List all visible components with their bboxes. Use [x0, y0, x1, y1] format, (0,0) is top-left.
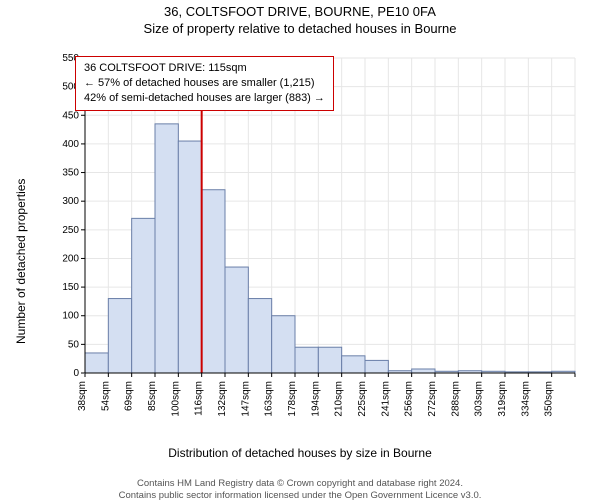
footer-line1: Contains HM Land Registry data © Crown c…: [0, 478, 600, 490]
footer-attribution: Contains HM Land Registry data © Crown c…: [0, 478, 600, 502]
svg-text:256sqm: 256sqm: [404, 381, 415, 417]
chart-subtitle: Size of property relative to detached ho…: [0, 21, 600, 36]
svg-text:225sqm: 225sqm: [357, 381, 368, 417]
svg-text:334sqm: 334sqm: [520, 381, 531, 417]
svg-text:288sqm: 288sqm: [450, 381, 461, 417]
annotation-box: 36 COLTSFOOT DRIVE: 115sqm ← 57% of deta…: [75, 56, 334, 111]
svg-text:147sqm: 147sqm: [240, 381, 251, 417]
annotation-line1: 36 COLTSFOOT DRIVE: 115sqm: [84, 61, 325, 76]
svg-text:450: 450: [62, 110, 79, 121]
annotation-line3: 42% of semi-detached houses are larger (…: [84, 91, 325, 106]
svg-text:319sqm: 319sqm: [497, 381, 508, 417]
y-axis-label: Number of detached properties: [14, 179, 28, 344]
svg-text:210sqm: 210sqm: [334, 381, 345, 417]
svg-text:132sqm: 132sqm: [217, 381, 228, 417]
svg-text:50: 50: [68, 339, 80, 350]
svg-text:241sqm: 241sqm: [380, 381, 391, 417]
svg-text:250: 250: [62, 225, 79, 236]
svg-text:69sqm: 69sqm: [124, 381, 135, 411]
footer-line2: Contains public sector information licen…: [0, 490, 600, 502]
svg-text:0: 0: [73, 368, 79, 379]
svg-text:116sqm: 116sqm: [194, 381, 205, 416]
svg-text:350sqm: 350sqm: [544, 381, 555, 417]
svg-text:38sqm: 38sqm: [77, 381, 88, 411]
chart-title: 36, COLTSFOOT DRIVE, BOURNE, PE10 0FA: [0, 4, 600, 19]
svg-text:85sqm: 85sqm: [147, 381, 158, 411]
svg-text:200: 200: [62, 253, 79, 264]
svg-text:150: 150: [62, 282, 79, 293]
annotation-line2: ← 57% of detached houses are smaller (1,…: [84, 76, 325, 91]
svg-text:303sqm: 303sqm: [474, 381, 485, 417]
svg-text:350: 350: [62, 168, 79, 179]
svg-text:100sqm: 100sqm: [170, 381, 181, 417]
svg-text:100: 100: [62, 311, 79, 322]
svg-text:272sqm: 272sqm: [427, 381, 438, 417]
svg-text:178sqm: 178sqm: [287, 381, 298, 417]
x-axis-label: Distribution of detached houses by size …: [0, 446, 600, 460]
svg-text:300: 300: [62, 196, 79, 207]
svg-text:163sqm: 163sqm: [264, 381, 275, 417]
svg-text:194sqm: 194sqm: [310, 381, 321, 417]
svg-text:54sqm: 54sqm: [100, 381, 111, 411]
svg-text:400: 400: [62, 139, 79, 150]
